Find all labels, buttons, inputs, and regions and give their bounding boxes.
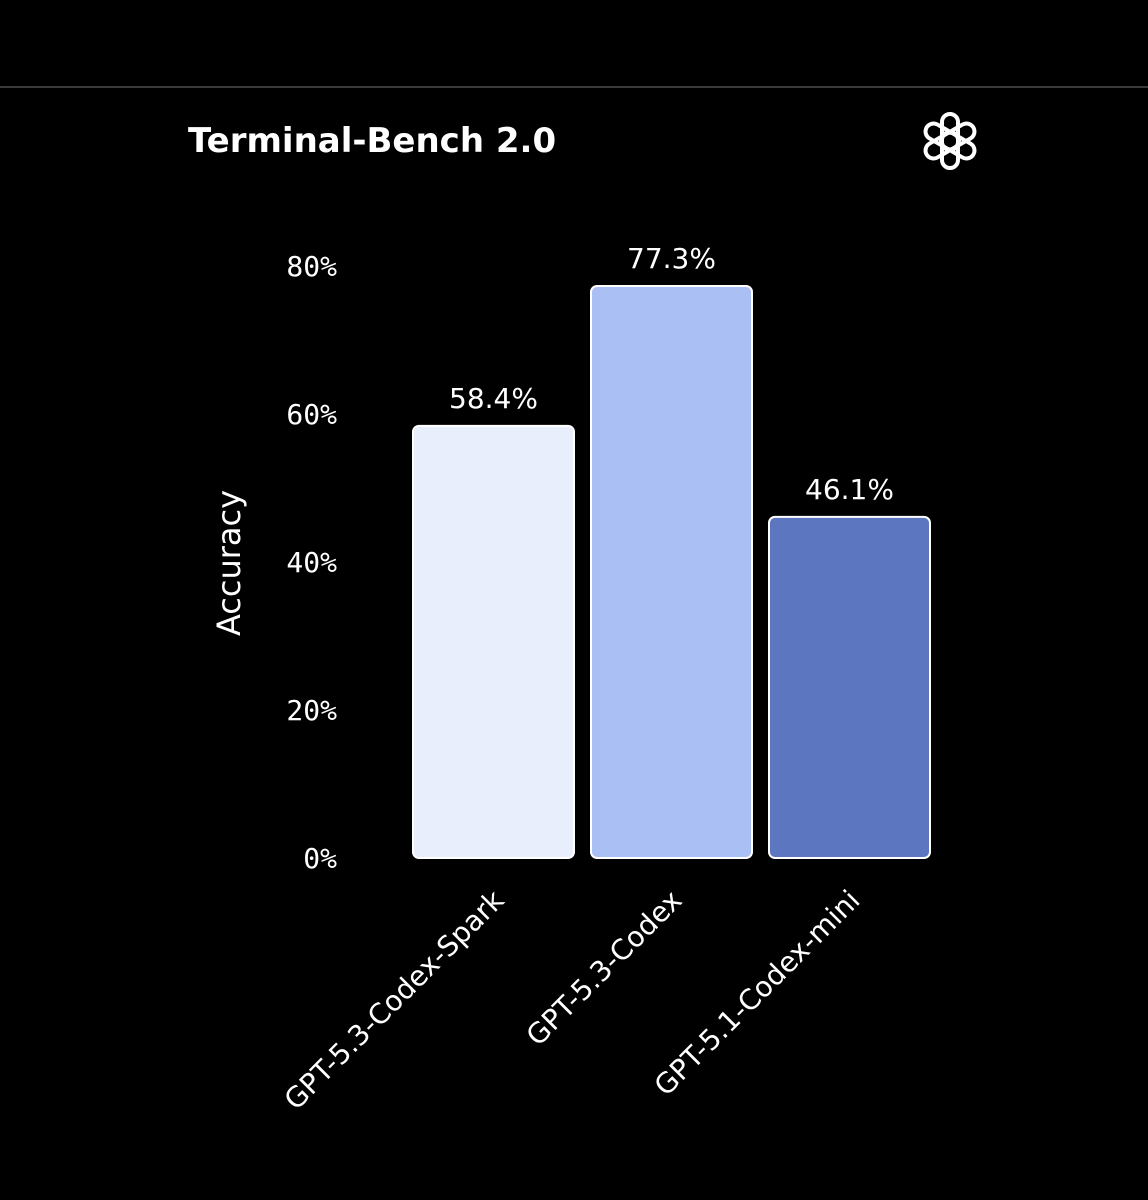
category-labels: GPT-5.3-Codex-Spark GPT-5.3-CodexGPT-5.1-… — [278, 883, 867, 1116]
category-label: GPT-5.3-Codex — [520, 884, 689, 1053]
data-labels: 58.4% 77.3% 46.1% — [449, 242, 894, 506]
y-axis-ticks: 0% 20% 40% 60% 80% — [286, 250, 337, 875]
y-tick-label: 40% — [286, 546, 337, 579]
category-label: GPT-5.1-Codex-mini — [648, 884, 867, 1103]
category-label: GPT-5.3-Codex-Spark — [278, 883, 511, 1116]
y-axis-label: Accuracy — [210, 490, 248, 636]
bar — [590, 284, 753, 860]
y-tick-label: 20% — [286, 694, 337, 727]
y-tick-label: 80% — [286, 250, 337, 283]
data-label: 77.3% — [627, 242, 716, 275]
bar — [768, 515, 931, 859]
chart-title: Terminal-Bench 2.0 — [188, 121, 556, 161]
bars — [412, 284, 931, 860]
top-divider — [0, 86, 1148, 88]
logo-petal — [923, 121, 961, 152]
data-label: 58.4% — [449, 382, 538, 415]
y-tick-label: 60% — [286, 398, 337, 431]
openai-logo-icon — [923, 112, 977, 170]
bar — [412, 424, 575, 859]
data-label: 46.1% — [805, 473, 894, 506]
y-tick-label: 0% — [303, 842, 337, 875]
